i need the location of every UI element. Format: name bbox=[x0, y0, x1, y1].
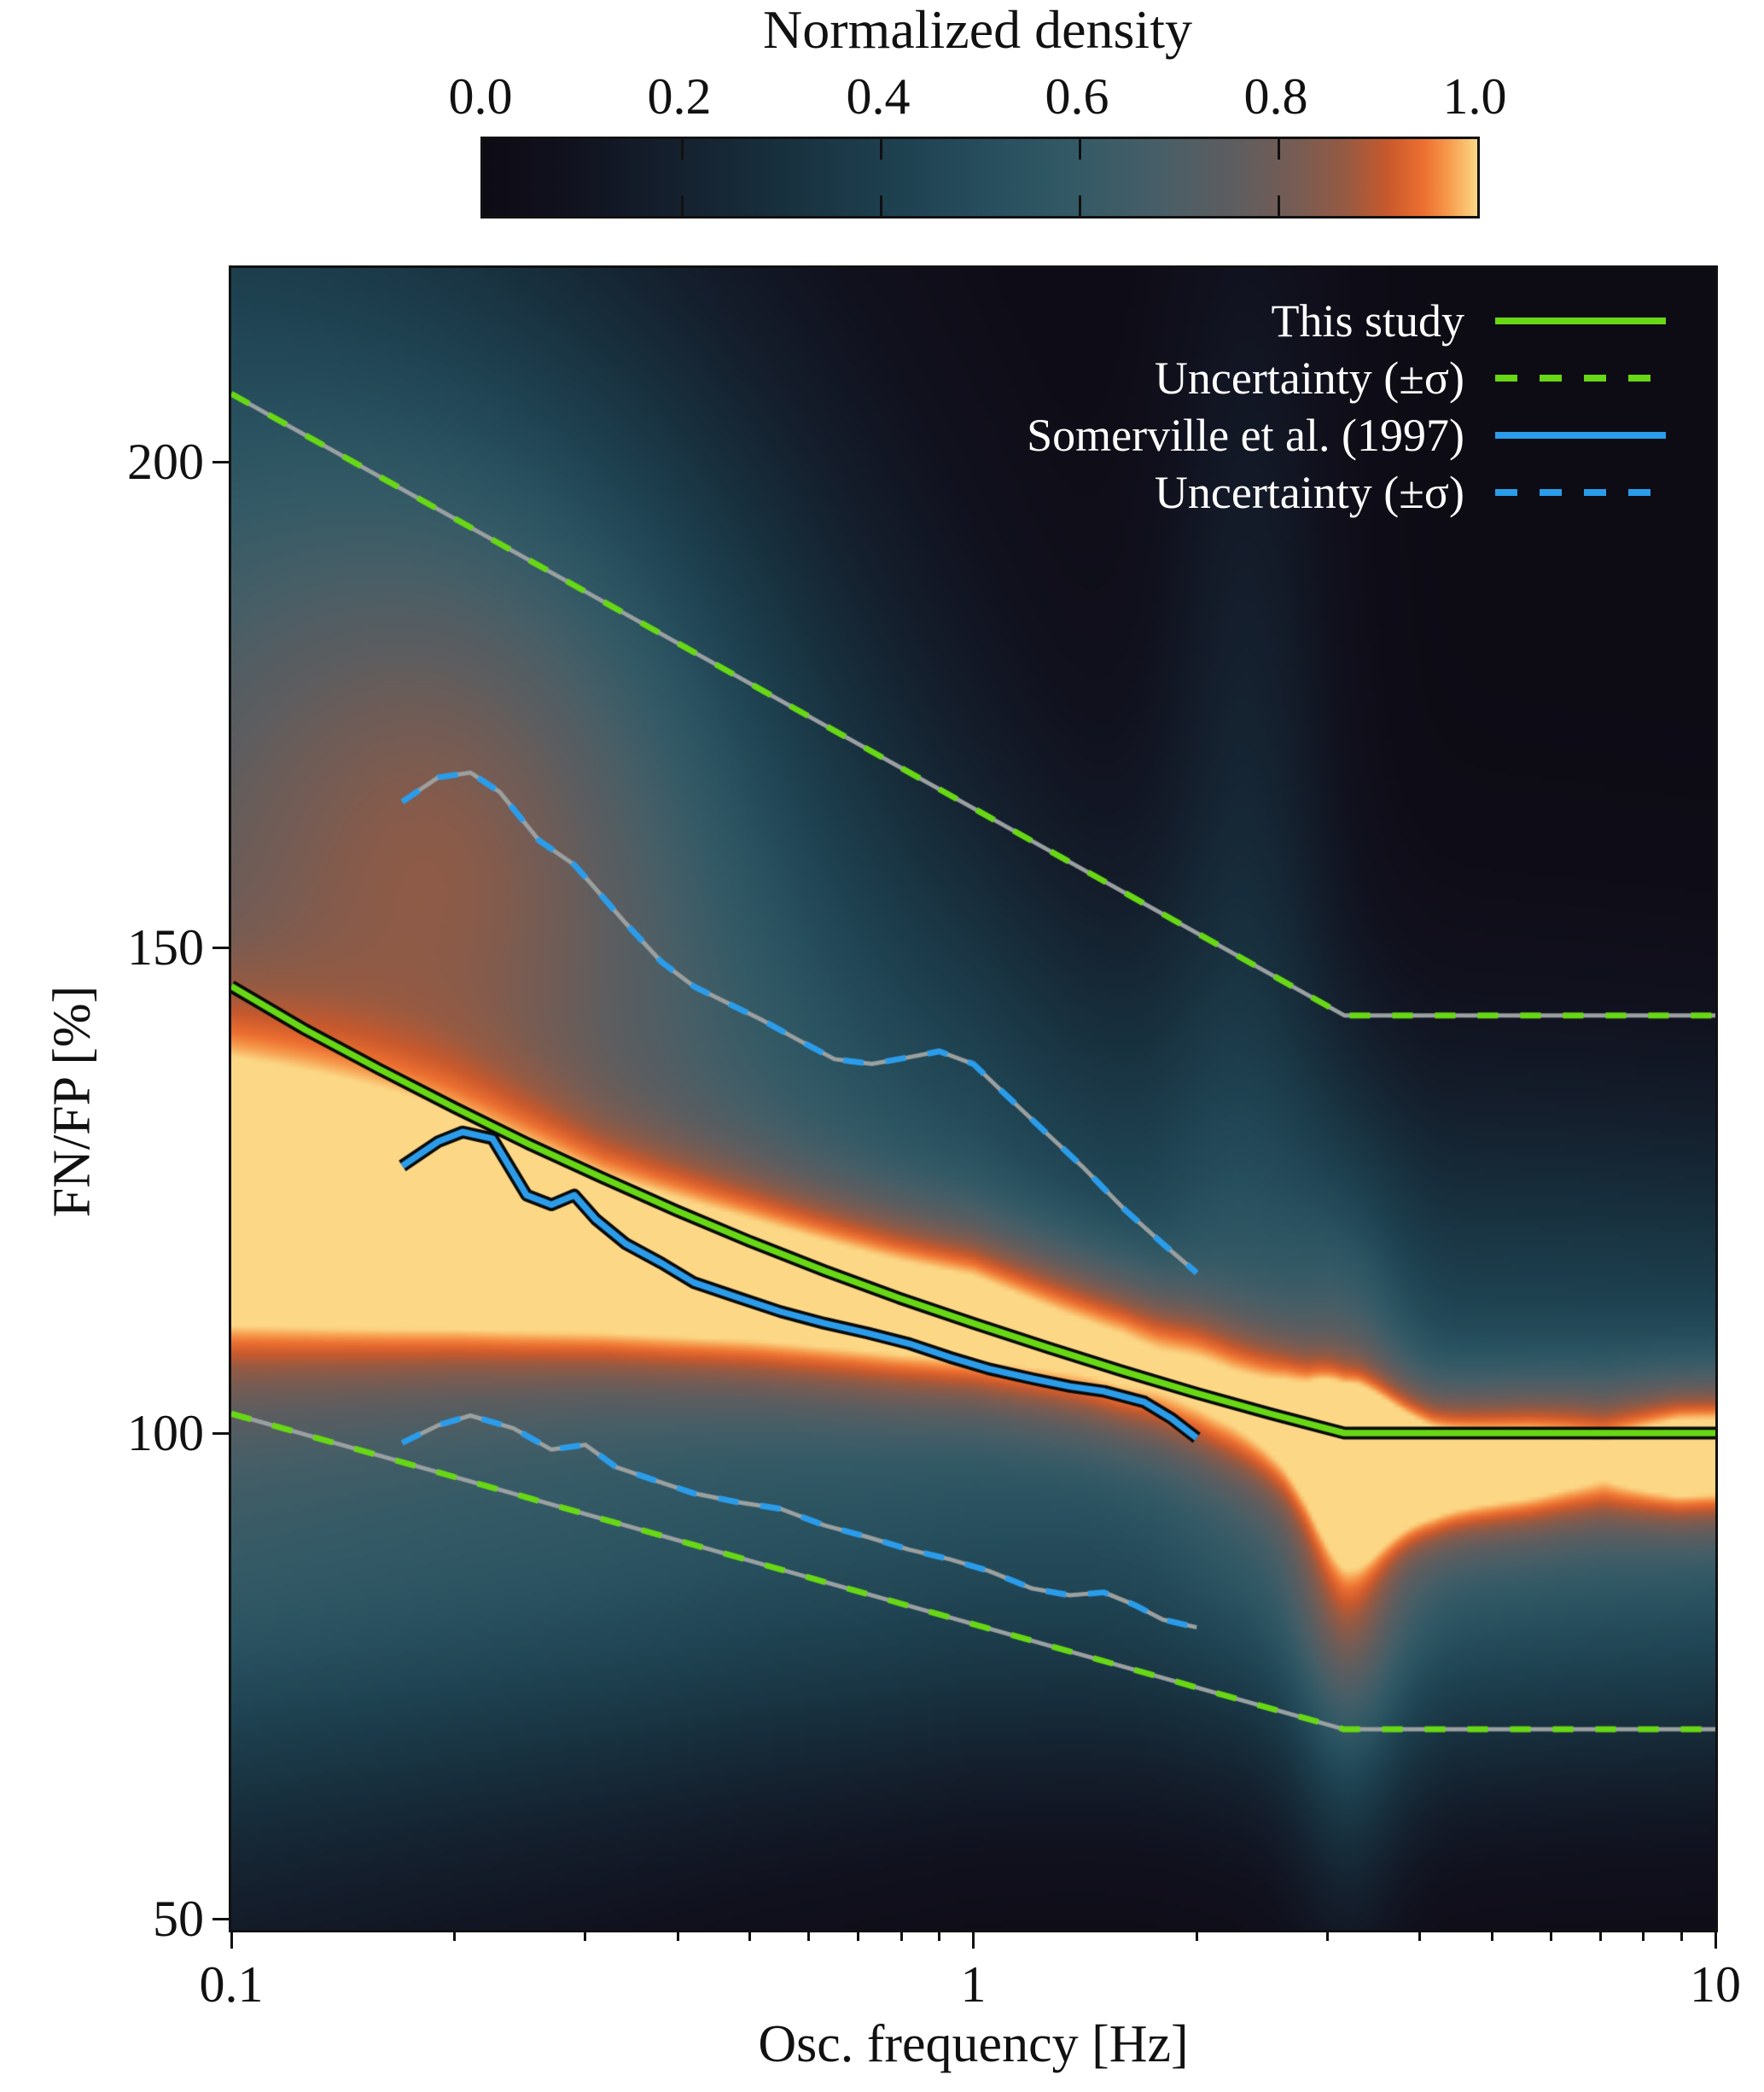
x-tick-label: 10 bbox=[1690, 1956, 1741, 2013]
colorbar-tick bbox=[1079, 139, 1081, 160]
x-minor-tick bbox=[1325, 1930, 1329, 1941]
colorbar-tick-label: 0.6 bbox=[1045, 68, 1109, 125]
x-minor-tick bbox=[1195, 1930, 1198, 1941]
legend-entry-this-study: This study bbox=[1027, 292, 1666, 349]
colorbar-tick-label: 0.8 bbox=[1243, 68, 1308, 125]
legend: This study Uncertainty (±σ) Somerville e… bbox=[1027, 292, 1666, 521]
colorbar-tick bbox=[681, 195, 684, 216]
legend-label: Uncertainty (±σ) bbox=[1154, 352, 1464, 404]
colorbar-tick bbox=[880, 195, 882, 216]
legend-entry-somerville: Somerville et al. (1997) bbox=[1027, 406, 1666, 463]
x-minor-tick bbox=[1549, 1930, 1552, 1941]
colorbar-tick-label: 1.0 bbox=[1442, 68, 1507, 125]
plot-area: This study Uncertainty (±σ) Somerville e… bbox=[229, 265, 1718, 1932]
y-major-tick bbox=[212, 1917, 231, 1920]
legend-line-sample bbox=[1495, 374, 1666, 382]
y-axis-title: FN/FP [%] bbox=[43, 985, 102, 1218]
x-tick-label: 0.1 bbox=[199, 1956, 264, 2013]
x-axis-title: Osc. frequency [Hz] bbox=[758, 2015, 1189, 2073]
colorbar-tick-labels: 0.0 0.2 0.4 0.6 0.8 1.0 bbox=[0, 68, 1764, 128]
x-major-tick bbox=[972, 1930, 975, 1949]
y-tick-label: 200 bbox=[127, 434, 204, 490]
legend-entry-uncertainty-blue: Uncertainty (±σ) bbox=[1027, 463, 1666, 521]
legend-label: Somerville et al. (1997) bbox=[1027, 409, 1464, 461]
x-minor-tick bbox=[1490, 1930, 1493, 1941]
y-tick-label: 50 bbox=[153, 1891, 204, 1947]
x-minor-tick bbox=[676, 1930, 679, 1941]
x-minor-tick bbox=[1598, 1930, 1602, 1941]
colorbar-tick-label: 0.4 bbox=[846, 68, 911, 125]
y-major-tick bbox=[212, 460, 231, 463]
x-minor-tick bbox=[1418, 1930, 1422, 1941]
x-minor-tick bbox=[1642, 1930, 1645, 1941]
legend-line-sample bbox=[1495, 431, 1666, 439]
y-major-tick bbox=[212, 946, 231, 949]
y-tick-label: 100 bbox=[127, 1405, 204, 1461]
colorbar-tick bbox=[880, 139, 882, 160]
legend-label: Uncertainty (±σ) bbox=[1154, 466, 1464, 518]
colorbar-title: Normalized density bbox=[763, 0, 1192, 60]
y-major-tick bbox=[212, 1431, 231, 1435]
x-minor-tick bbox=[899, 1930, 903, 1941]
colorbar-tick-label: 0.2 bbox=[647, 68, 712, 125]
x-minor-tick bbox=[748, 1930, 752, 1941]
legend-line-sample bbox=[1495, 317, 1666, 324]
legend-label: This study bbox=[1271, 294, 1464, 347]
colorbar-tick bbox=[1278, 139, 1280, 160]
colorbar-tick-label: 0.0 bbox=[448, 68, 513, 125]
colorbar-tick bbox=[1278, 195, 1280, 216]
y-tick-label: 150 bbox=[127, 919, 204, 976]
x-minor-tick bbox=[807, 1930, 811, 1941]
x-minor-tick bbox=[1680, 1930, 1683, 1941]
x-minor-tick bbox=[938, 1930, 941, 1941]
x-minor-tick bbox=[857, 1930, 860, 1941]
legend-entry-uncertainty-green: Uncertainty (±σ) bbox=[1027, 349, 1666, 406]
colorbar bbox=[480, 137, 1480, 219]
colorbar-tick bbox=[681, 139, 684, 160]
x-tick-label: 1 bbox=[960, 1956, 987, 2013]
x-major-tick bbox=[230, 1930, 233, 1949]
colorbar-tick bbox=[1079, 195, 1081, 216]
x-major-tick bbox=[1714, 1930, 1717, 1949]
curves-overlay bbox=[231, 268, 1715, 1930]
x-minor-tick bbox=[453, 1930, 457, 1941]
legend-line-sample bbox=[1495, 488, 1666, 496]
x-minor-tick bbox=[584, 1930, 587, 1941]
